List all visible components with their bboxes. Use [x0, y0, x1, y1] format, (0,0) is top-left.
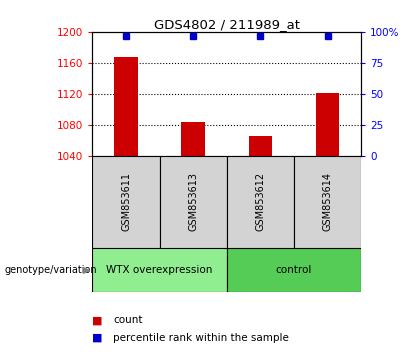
Bar — [92, 156, 160, 248]
Text: genotype/variation: genotype/variation — [4, 265, 97, 275]
Bar — [316, 93, 339, 156]
Text: ■: ■ — [92, 333, 103, 343]
Bar — [227, 156, 294, 248]
Text: ▶: ▶ — [83, 265, 90, 275]
Text: control: control — [276, 265, 312, 275]
Text: count: count — [113, 315, 143, 325]
Bar — [181, 122, 205, 156]
Bar — [249, 136, 272, 156]
Text: GSM853612: GSM853612 — [255, 172, 265, 232]
Bar — [294, 156, 361, 248]
Bar — [92, 248, 227, 292]
Bar — [160, 156, 227, 248]
Title: GDS4802 / 211989_at: GDS4802 / 211989_at — [154, 18, 300, 31]
Text: GSM853611: GSM853611 — [121, 172, 131, 231]
Text: WTX overexpression: WTX overexpression — [106, 265, 213, 275]
Text: GSM853613: GSM853613 — [188, 172, 198, 231]
Text: percentile rank within the sample: percentile rank within the sample — [113, 333, 289, 343]
Bar — [227, 248, 361, 292]
Bar — [114, 57, 138, 156]
Text: GSM853614: GSM853614 — [323, 172, 333, 231]
Text: ■: ■ — [92, 315, 103, 325]
